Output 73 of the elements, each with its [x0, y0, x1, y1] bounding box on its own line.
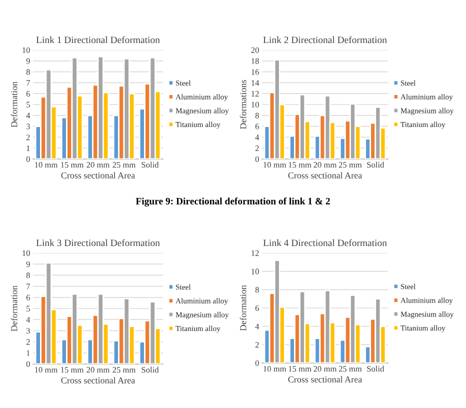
x-axis-title: Cross sectional Area [61, 172, 135, 178]
x-axis-title: Cross sectional Area [288, 172, 362, 178]
y-tick-label: 0 [26, 156, 30, 162]
y-tick-label: 8 [26, 69, 30, 75]
chart-title: Link 3 Directional Deformation [36, 239, 160, 246]
x-tick-label: Solid [367, 366, 384, 372]
y-tick-label: 10 [252, 268, 259, 274]
y-tick-label: 8 [26, 272, 30, 278]
x-tick-label: 20 mm [314, 162, 337, 168]
x-tick-label: 15 mm [288, 366, 312, 372]
y-tick-label: 4 [26, 317, 30, 322]
chart-title: Link 1 Directional Deformation [36, 36, 160, 44]
y-tick-label: 8 [255, 112, 259, 118]
x-tick-label: Solid [142, 162, 159, 168]
y-tick-label: 1 [26, 145, 30, 151]
y-tick-label: 2 [255, 145, 259, 151]
caption: Figure 9: Directional deformation of link 1 & 2 [136, 198, 330, 206]
x-tick-label: 20 mm [86, 162, 110, 168]
y-tick-label: 3 [26, 328, 30, 334]
y-tick-label: 2 [26, 134, 30, 140]
y-tick-label: 9 [26, 261, 30, 268]
y-tick-label: 18 [252, 58, 259, 64]
y-tick-label: 10 [22, 250, 30, 256]
y-tick-label: 10 [252, 102, 259, 108]
x-tick-label: 25 mm [112, 162, 136, 168]
x-tick-label: 20 mm [86, 367, 110, 373]
y-tick-label: 4 [255, 134, 260, 140]
x-axis-title: Cross sectional Area [288, 376, 362, 382]
x-tick-label: 10 mm [264, 162, 286, 168]
y-tick-label: 14 [252, 80, 260, 86]
x-tick-label: 10 mm [35, 367, 58, 373]
y-axis-title: Deformations [240, 80, 246, 130]
y-tick-label: 2 [255, 342, 259, 348]
y-axis-title: Deformation [240, 285, 246, 331]
y-tick-label: 10 [22, 47, 30, 53]
y-tick-label: 2 [26, 339, 30, 345]
y-tick-label: 12 [252, 250, 259, 256]
x-tick-label: 15 mm [61, 367, 84, 373]
y-tick-label: 20 [251, 47, 259, 53]
y-tick-label: 6 [26, 294, 30, 300]
y-tick-label: 1 [26, 350, 30, 356]
x-tick-label: Solid [142, 366, 159, 373]
y-tick-label: 7 [26, 80, 30, 86]
y-tick-label: 12 [252, 90, 259, 96]
y-tick-label: 6 [26, 90, 30, 97]
x-tick-label: 10 mm [264, 366, 286, 372]
y-tick-label: 16 [252, 69, 259, 75]
y-tick-label: 5 [26, 102, 30, 108]
x-tick-label: 15 mm [61, 162, 84, 168]
chart-title: Link 4 Directional Deformation [263, 239, 387, 246]
y-tick-label: 7 [26, 284, 30, 290]
y-tick-label: 4 [255, 324, 260, 330]
x-tick-label: 25 mm [112, 367, 136, 373]
y-tick-label: 4 [26, 112, 30, 118]
y-tick-label: 0 [255, 360, 259, 366]
x-tick-label: Solid [367, 162, 384, 168]
y-tick-label: 3 [26, 124, 30, 130]
y-tick-label: 9 [26, 58, 30, 64]
y-tick-label: 8 [255, 287, 259, 293]
x-tick-label: 20 mm [314, 366, 337, 372]
x-tick-label: 15 mm [288, 162, 312, 168]
x-tick-label: 25 mm [338, 366, 362, 372]
x-tick-label: 10 mm [35, 162, 58, 168]
y-axis-title: Deformation [10, 82, 18, 128]
x-axis-title: Cross sectional Area [61, 377, 135, 384]
chart-title: Link 2 Directional Deformation [263, 36, 387, 44]
y-tick-label: 6 [255, 305, 259, 311]
y-tick-label: 0 [26, 361, 30, 367]
y-tick-label: 0 [255, 156, 259, 162]
x-tick-label: 25 mm [338, 162, 362, 168]
y-axis-title: Deformation [10, 286, 18, 332]
y-tick-label: 6 [255, 124, 259, 130]
y-tick-label: 5 [26, 306, 30, 312]
